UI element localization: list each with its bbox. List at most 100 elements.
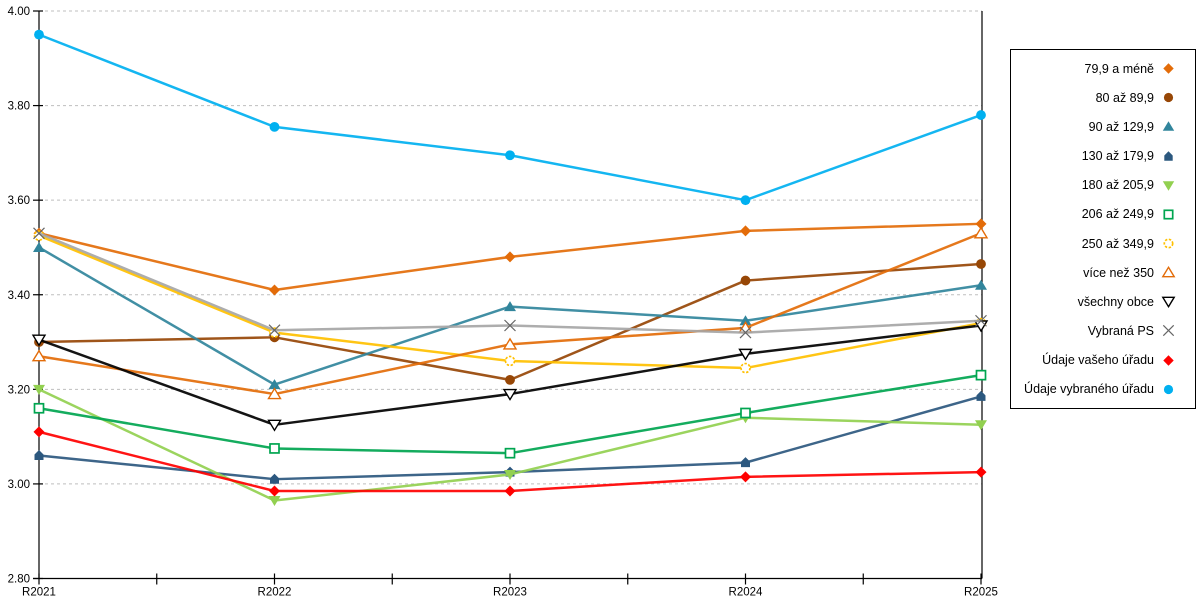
legend-item-label: všechny obce bbox=[1077, 294, 1154, 309]
data-point-marker bbox=[1161, 266, 1176, 278]
data-point-marker bbox=[975, 420, 987, 431]
legend-marker-icon bbox=[1163, 209, 1174, 220]
data-point-marker bbox=[740, 225, 751, 237]
legend-item-v-echny-obce: všechny obce bbox=[1011, 287, 1195, 316]
legend-marker-icon bbox=[1163, 354, 1174, 366]
data-point-marker bbox=[1163, 354, 1174, 366]
legend-item-90-a-129-9: 90 až 129,9 bbox=[1011, 112, 1195, 141]
data-point-marker bbox=[267, 387, 282, 400]
data-point-marker bbox=[33, 384, 45, 395]
x-tick-label: R2021 bbox=[22, 587, 56, 599]
data-point-marker bbox=[504, 301, 516, 312]
data-point-marker bbox=[740, 275, 751, 286]
series-line bbox=[38, 430, 982, 493]
data-point-marker bbox=[504, 319, 516, 332]
legend-item-label: Vybraná PS bbox=[1087, 323, 1154, 338]
series-line bbox=[38, 373, 982, 455]
series-line bbox=[38, 33, 982, 202]
data-point-marker bbox=[504, 251, 516, 263]
y-tick-label: 3.00 bbox=[8, 479, 30, 491]
legend-item-v-ce-ne-350: více než 350 bbox=[1011, 258, 1195, 287]
legend-marker-icon bbox=[1161, 296, 1176, 309]
data-point-marker bbox=[268, 379, 281, 390]
data-point-marker bbox=[502, 337, 518, 350]
data-point-marker bbox=[505, 374, 515, 385]
legend-item-daje-vybran-ho-adu: Údaje vybraného úřadu bbox=[1011, 375, 1195, 404]
legend-marker-icon bbox=[1163, 384, 1174, 394]
legend-item-label: 180 až 205,9 bbox=[1081, 178, 1154, 193]
data-point-marker bbox=[976, 110, 986, 120]
legend-item-label: Údaje vybraného úřadu bbox=[1024, 382, 1154, 397]
legend-marker-icon bbox=[1162, 181, 1175, 191]
legend-item-label: Údaje vašeho úřadu bbox=[1042, 353, 1154, 368]
data-point-marker bbox=[34, 29, 44, 40]
legend-item-vybran-ps: Vybraná PS bbox=[1011, 316, 1195, 345]
data-point-marker bbox=[1163, 93, 1174, 103]
x-tick-label: R2023 bbox=[493, 587, 527, 599]
data-point-marker bbox=[267, 419, 282, 432]
data-point-marker bbox=[1162, 325, 1175, 337]
data-point-marker bbox=[269, 284, 280, 296]
data-point-marker bbox=[738, 348, 753, 361]
legend-item-79-9-a-m-n: 79,9 a méně bbox=[1011, 54, 1195, 83]
data-point-marker bbox=[268, 495, 281, 506]
data-point-marker bbox=[33, 227, 45, 240]
data-point-marker bbox=[31, 334, 47, 347]
data-point-marker bbox=[34, 450, 44, 461]
legend-item-label: 250 až 349,9 bbox=[1081, 236, 1154, 251]
legend-item-206-a-249-9: 206 až 249,9 bbox=[1011, 200, 1195, 229]
series-line bbox=[38, 232, 982, 334]
legend-marker-icon bbox=[1164, 150, 1173, 161]
data-point-marker bbox=[268, 324, 281, 337]
data-point-marker bbox=[740, 471, 751, 483]
y-tick-label: 3.20 bbox=[8, 384, 30, 396]
legend-marker-icon bbox=[1161, 266, 1176, 278]
series-80-a-89-9 bbox=[34, 259, 986, 385]
series-vybran-ps bbox=[33, 227, 987, 339]
data-point-marker bbox=[740, 407, 751, 419]
legend-marker-icon bbox=[1163, 238, 1174, 249]
data-point-marker bbox=[505, 150, 515, 161]
chart-legend: 79,9 a méně 80 až 89,9 90 až 129,9 130 až 1… bbox=[1010, 49, 1196, 409]
legend-marker-icon bbox=[1162, 325, 1175, 337]
x-tick-label: R2022 bbox=[258, 587, 292, 599]
data-point-marker bbox=[33, 426, 45, 438]
legend-item-180-a-205-9: 180 až 205,9 bbox=[1011, 171, 1195, 200]
series-daje-va-eho-adu bbox=[33, 426, 987, 497]
data-point-marker bbox=[502, 388, 518, 401]
legend-item-80-a-89-9: 80 až 89,9 bbox=[1011, 83, 1195, 112]
legend-item-label: 80 až 89,9 bbox=[1095, 90, 1154, 105]
series-90-a-129-9 bbox=[33, 241, 987, 390]
legend-item-250-a-349-9: 250 až 349,9 bbox=[1011, 229, 1195, 258]
data-point-marker bbox=[975, 218, 987, 230]
data-point-marker bbox=[976, 390, 986, 401]
legend-item-label: 130 až 179,9 bbox=[1081, 149, 1154, 164]
data-point-marker bbox=[739, 315, 752, 326]
data-point-marker bbox=[1162, 121, 1175, 132]
data-point-marker bbox=[504, 355, 516, 367]
data-point-marker bbox=[739, 326, 752, 339]
legend-marker-icon bbox=[1162, 121, 1175, 132]
data-point-marker bbox=[975, 369, 987, 381]
data-point-marker bbox=[973, 226, 989, 239]
data-point-marker bbox=[740, 195, 751, 206]
data-point-marker bbox=[1163, 238, 1174, 249]
legend-item-label: 90 až 129,9 bbox=[1088, 119, 1154, 134]
legend-item-label: více než 350 bbox=[1083, 265, 1154, 280]
data-point-marker bbox=[269, 443, 280, 454]
legend-item-130-a-179-9: 130 až 179,9 bbox=[1011, 142, 1195, 171]
y-tick-label: 4.00 bbox=[8, 6, 30, 18]
data-point-marker bbox=[504, 469, 516, 480]
data-point-marker bbox=[269, 485, 280, 497]
data-point-marker bbox=[1162, 181, 1175, 191]
data-point-marker bbox=[31, 349, 47, 362]
data-point-marker bbox=[975, 279, 987, 290]
y-tick-label: 2.80 bbox=[8, 574, 30, 586]
data-point-marker bbox=[975, 314, 987, 327]
data-point-marker bbox=[33, 402, 45, 414]
legend-item-label: 206 až 249,9 bbox=[1081, 207, 1154, 222]
series-206-a-249-9 bbox=[33, 369, 987, 459]
y-tick-label: 3.40 bbox=[8, 290, 30, 302]
